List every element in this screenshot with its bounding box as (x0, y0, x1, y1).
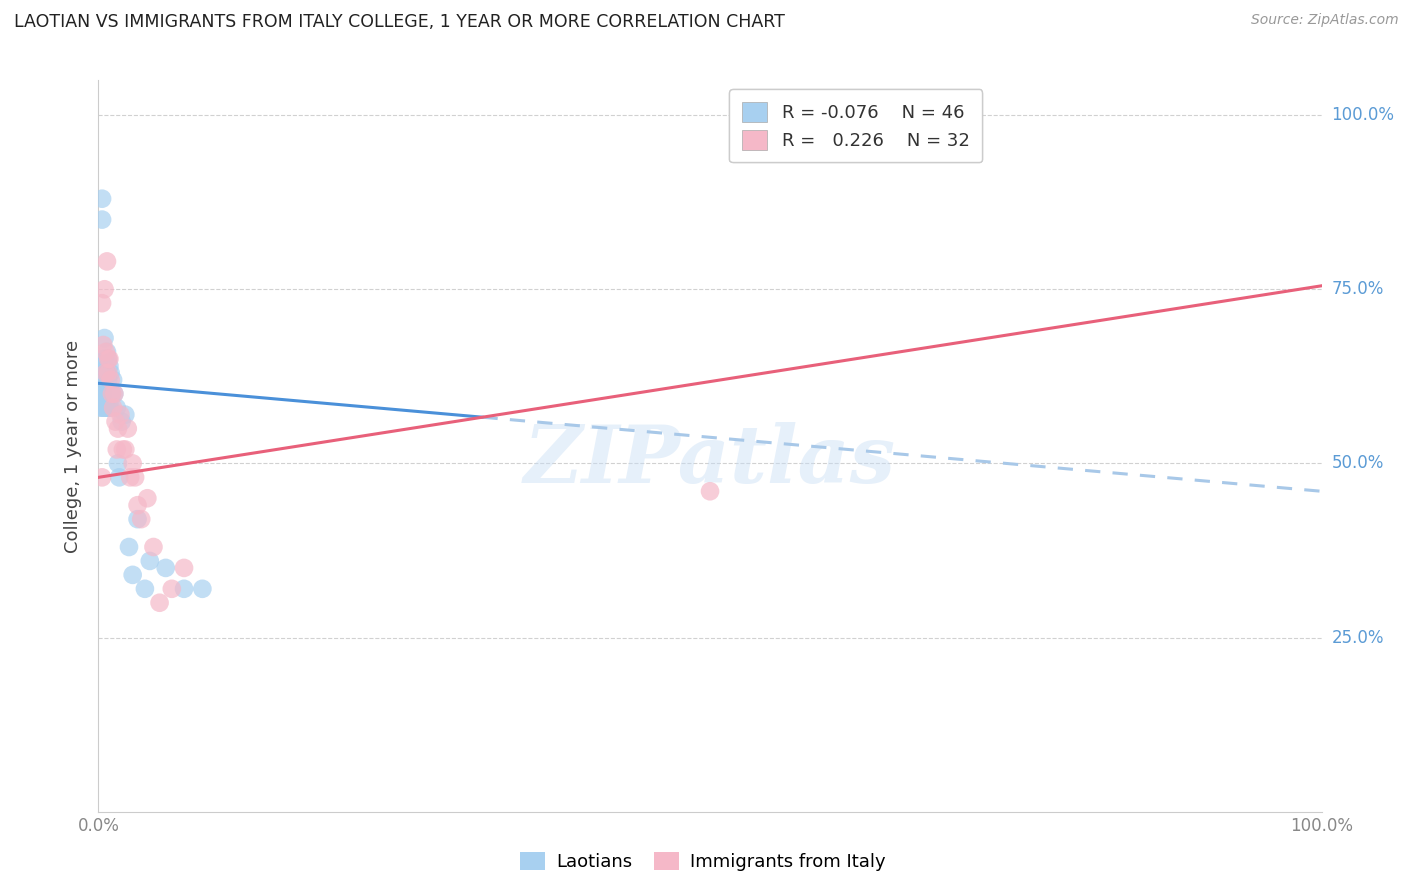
Point (98, 351, 121, 366)
Text: 75.0%: 75.0% (1331, 280, 1384, 298)
Point (127, 498, 149, 512)
Point (91, 296, 114, 310)
Point (101, 401, 124, 415)
Point (96, 345, 118, 359)
Point (96, 366, 118, 380)
Point (97, 351, 120, 366)
Point (96, 401, 118, 415)
Point (91, 338, 114, 352)
Text: 100.0%: 100.0% (1331, 106, 1395, 124)
Point (100, 366, 122, 380)
Point (111, 442, 134, 457)
Point (118, 540, 141, 554)
Point (104, 415, 127, 429)
Point (93, 401, 115, 415)
Text: 50.0%: 50.0% (1331, 454, 1384, 473)
Point (94, 345, 117, 359)
Point (91, 470, 114, 484)
Point (173, 561, 195, 575)
Point (160, 582, 183, 596)
Point (94, 366, 117, 380)
Legend: Laotians, Immigrants from Italy: Laotians, Immigrants from Italy (513, 845, 893, 879)
Point (121, 567, 143, 582)
Point (91, 192, 114, 206)
Point (91, 386, 114, 401)
Y-axis label: College, 1 year or more: College, 1 year or more (65, 340, 83, 552)
Point (93, 386, 115, 401)
Point (101, 386, 124, 401)
Point (90, 401, 112, 415)
Point (90, 386, 112, 401)
Point (114, 408, 136, 422)
Point (105, 401, 128, 415)
Point (105, 442, 128, 457)
Point (93, 351, 115, 366)
Point (107, 457, 129, 471)
Point (93, 373, 115, 387)
Point (91, 401, 114, 415)
Point (94, 401, 117, 415)
Point (98, 359, 121, 373)
Point (117, 421, 139, 435)
Point (97, 351, 120, 366)
Point (90, 373, 112, 387)
Point (91, 359, 114, 373)
Point (107, 421, 129, 435)
Point (101, 386, 124, 401)
Point (142, 540, 165, 554)
Point (91, 212, 114, 227)
Point (98, 401, 121, 415)
Point (93, 366, 115, 380)
Point (91, 386, 114, 401)
Point (91, 359, 114, 373)
Point (124, 470, 146, 484)
Point (114, 442, 136, 457)
Point (127, 512, 149, 526)
Point (139, 554, 162, 568)
Point (94, 366, 117, 380)
Point (101, 373, 124, 387)
Point (91, 373, 114, 387)
Text: 25.0%: 25.0% (1331, 629, 1384, 647)
Point (136, 491, 159, 506)
Point (110, 408, 132, 422)
Point (100, 401, 122, 415)
Point (121, 457, 143, 471)
Point (120, 470, 142, 484)
Point (94, 351, 117, 366)
Point (103, 386, 125, 401)
Point (155, 561, 177, 575)
Text: Source: ZipAtlas.com: Source: ZipAtlas.com (1251, 13, 1399, 28)
Text: ZIPatlas: ZIPatlas (524, 422, 896, 500)
Point (97, 373, 120, 387)
Point (129, 512, 152, 526)
Point (103, 386, 125, 401)
Legend: R = -0.076    N = 46, R =   0.226    N = 32: R = -0.076 N = 46, R = 0.226 N = 32 (730, 89, 983, 162)
Point (111, 415, 134, 429)
Point (93, 331, 115, 345)
Point (91, 373, 114, 387)
Point (93, 282, 115, 296)
Point (108, 470, 131, 484)
Point (96, 254, 118, 268)
Point (173, 582, 195, 596)
Point (100, 373, 122, 387)
Point (699, 484, 721, 499)
Point (134, 582, 156, 596)
Point (149, 596, 172, 610)
Point (191, 582, 214, 596)
Text: LAOTIAN VS IMMIGRANTS FROM ITALY COLLEGE, 1 YEAR OR MORE CORRELATION CHART: LAOTIAN VS IMMIGRANTS FROM ITALY COLLEGE… (14, 13, 785, 31)
Point (97, 366, 120, 380)
